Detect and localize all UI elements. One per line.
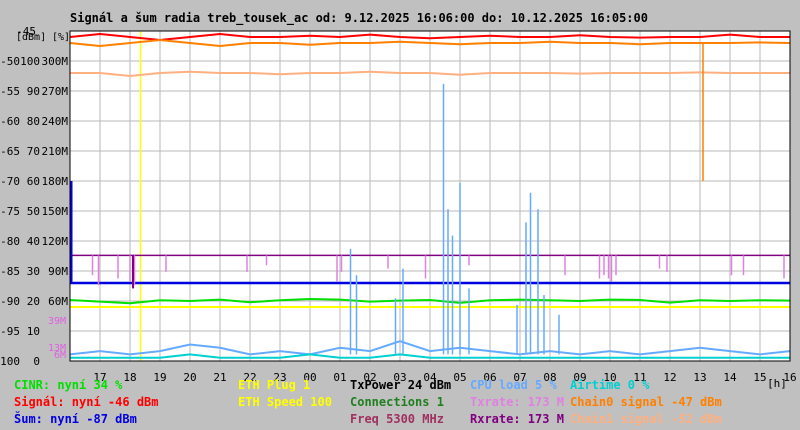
x-tick-label: 15 bbox=[753, 371, 766, 384]
y-dbm-tick-label: -75 bbox=[0, 205, 20, 218]
y-cpu-tick-label: 6M bbox=[54, 350, 66, 361]
legend-item: Chain0 signal -47 dBm bbox=[570, 395, 722, 409]
legend-item: Txrate: 173 M bbox=[470, 395, 564, 409]
x-tick-label: 18 bbox=[123, 371, 136, 384]
axes: 17 18 19 20 21 22 23 00 01 02 03 04 05 06 07 08 09 10 11 12… bbox=[0, 25, 797, 390]
y-cpu-tick-label: 39M bbox=[48, 316, 66, 327]
y-pct-tick-label: 20 bbox=[27, 295, 40, 308]
signal-series-line bbox=[69, 32, 790, 42]
cpu-load-series-line bbox=[69, 340, 791, 356]
y-rate-tick-label: 180M bbox=[42, 175, 69, 188]
x-tick-label: 19 bbox=[153, 371, 166, 384]
x-tick-label: 08 bbox=[543, 371, 556, 384]
x-tick-label: 21 bbox=[213, 371, 226, 384]
x-tick-label: 02 bbox=[363, 371, 376, 384]
y-pct-unit-label: [%] bbox=[52, 32, 70, 43]
legend-item: Connections 1 bbox=[350, 395, 444, 409]
y-dbm-tick-label: -80 bbox=[0, 235, 20, 248]
y-pct-tick-label: 90 bbox=[27, 85, 40, 98]
legend-item: Šum: nyní -87 dBm bbox=[14, 411, 137, 426]
x-tick-label: 05 bbox=[453, 371, 466, 384]
legend-item: CPU load 5 % bbox=[470, 378, 557, 392]
y-pct-tick-label: 70 bbox=[27, 145, 40, 158]
y-rate-tick-label: 270M bbox=[42, 85, 69, 98]
x-tick-label: 03 bbox=[393, 371, 406, 384]
series-layer bbox=[69, 31, 791, 361]
legend-item: Signál: nyní -46 dBm bbox=[14, 395, 159, 409]
y-dbm-tick-label: -100 bbox=[0, 355, 20, 368]
x-tick-label: 16 bbox=[783, 371, 796, 384]
x-tick-label: 06 bbox=[483, 371, 496, 384]
chain1-signal-series-line bbox=[70, 70, 790, 78]
x-tick-label: 13 bbox=[693, 371, 706, 384]
y-dbm-tick-label: -55 bbox=[0, 85, 20, 98]
y-dbm-tick-label: -90 bbox=[0, 295, 20, 308]
y-pct-tick-label: 60 bbox=[27, 175, 40, 188]
plot-border bbox=[69, 30, 791, 362]
airtime-series-line bbox=[70, 353, 790, 359]
legend-item: CINR: nyní 34 % bbox=[14, 378, 123, 392]
legend-item: ETH Plug 1 bbox=[238, 378, 310, 392]
y-pct-tick-label: 30 bbox=[27, 265, 40, 278]
y-dbm-tick-label: -45 bbox=[16, 25, 36, 38]
y-dbm-tick-label: -70 bbox=[0, 175, 20, 188]
legend-item: Rxrate: 173 M bbox=[470, 412, 564, 426]
y-rate-tick-label: 300M bbox=[42, 55, 69, 68]
legend-item: Freq 5300 MHz bbox=[350, 412, 444, 426]
x-tick-label: 11 bbox=[633, 371, 646, 384]
x-tick-label: 10 bbox=[603, 371, 616, 384]
chain0-signal-series-line bbox=[69, 38, 791, 48]
x-tick-label: 23 bbox=[273, 371, 286, 384]
y-pct-tick-label: 0 bbox=[33, 355, 40, 368]
x-tick-label: 22 bbox=[243, 371, 256, 384]
x-unit-label: [h] bbox=[767, 377, 787, 390]
legend-item: Airtime 0 % bbox=[570, 378, 650, 392]
y-cpu-tick-label: 13M bbox=[48, 343, 66, 354]
y-pct-tick-label: 10 bbox=[27, 325, 40, 338]
y-rate-tick-label: 60M bbox=[48, 295, 68, 308]
x-tick-label: 12 bbox=[663, 371, 676, 384]
y-dbm-unit-label: [dBm] bbox=[16, 32, 46, 43]
y-rate-tick-label: 210M bbox=[42, 145, 69, 158]
x-tick-label: 07 bbox=[513, 371, 526, 384]
y-pct-tick-label: 50 bbox=[27, 205, 40, 218]
x-tick-label: 01 bbox=[333, 371, 346, 384]
x-tick-label: 17 bbox=[93, 371, 106, 384]
legend-item: ETH Speed 100 bbox=[238, 395, 332, 409]
legend-item: Chain1 signal -52 dBm bbox=[570, 412, 722, 426]
y-dbm-tick-label: -60 bbox=[0, 115, 20, 128]
y-rate-tick-label: 90M bbox=[48, 265, 68, 278]
x-tick-label: 04 bbox=[423, 371, 437, 384]
legend: CINR: nyní 34 % Signál: nyní -46 dBm Šum: … bbox=[14, 378, 722, 426]
y-dbm-tick-label: -95 bbox=[0, 325, 20, 338]
chart-title: Signál a šum radia treb_tousek_ac od: 9.… bbox=[70, 11, 648, 26]
y-pct-tick-label: 100 bbox=[20, 55, 40, 68]
x-tick-label: 14 bbox=[723, 371, 737, 384]
y-rate-tick-label: 240M bbox=[42, 115, 69, 128]
x-tick-label: 09 bbox=[573, 371, 586, 384]
x-tick-label: 00 bbox=[303, 371, 316, 384]
y-dbm-tick-label: -85 bbox=[0, 265, 20, 278]
legend-item: TxPower 24 dBm bbox=[350, 378, 451, 392]
y-dbm-tick-label: -65 bbox=[0, 145, 20, 158]
cinr-series-line bbox=[69, 297, 791, 305]
x-tick-label: 20 bbox=[183, 371, 196, 384]
y-rate-tick-label: 150M bbox=[42, 205, 69, 218]
y-dbm-tick-label: -50 bbox=[0, 55, 20, 68]
y-pct-tick-label: 80 bbox=[27, 115, 40, 128]
y-pct-tick-label: 40 bbox=[27, 235, 40, 248]
y-rate-tick-label: 120M bbox=[42, 235, 69, 248]
